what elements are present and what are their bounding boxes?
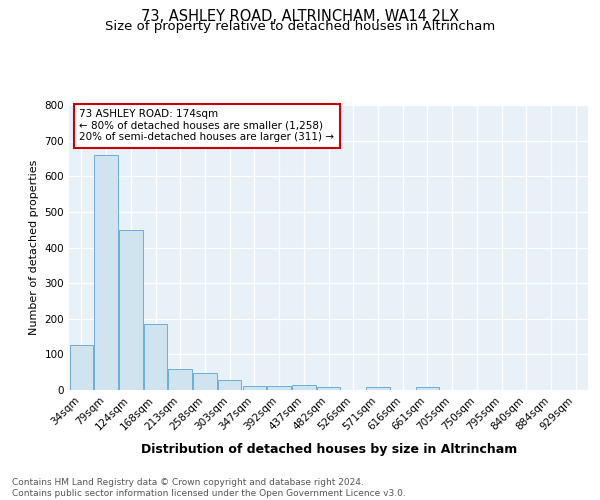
Text: Distribution of detached houses by size in Altrincham: Distribution of detached houses by size … (140, 442, 517, 456)
Text: 73, ASHLEY ROAD, ALTRINCHAM, WA14 2LX: 73, ASHLEY ROAD, ALTRINCHAM, WA14 2LX (141, 9, 459, 24)
Y-axis label: Number of detached properties: Number of detached properties (29, 160, 39, 335)
Bar (317, 387, 340, 390)
Bar (242, 386, 266, 390)
Bar (70, 346, 93, 390)
Bar (193, 374, 217, 390)
Bar (218, 380, 241, 390)
Bar (416, 387, 439, 390)
Bar (119, 230, 143, 390)
Bar (94, 155, 118, 390)
Text: 73 ASHLEY ROAD: 174sqm
← 80% of detached houses are smaller (1,258)
20% of semi-: 73 ASHLEY ROAD: 174sqm ← 80% of detached… (79, 110, 334, 142)
Bar (144, 324, 167, 390)
Text: Contains HM Land Registry data © Crown copyright and database right 2024.
Contai: Contains HM Land Registry data © Crown c… (12, 478, 406, 498)
Bar (292, 384, 316, 390)
Bar (366, 387, 389, 390)
Bar (169, 368, 192, 390)
Text: Size of property relative to detached houses in Altrincham: Size of property relative to detached ho… (105, 20, 495, 33)
Bar (268, 386, 291, 390)
